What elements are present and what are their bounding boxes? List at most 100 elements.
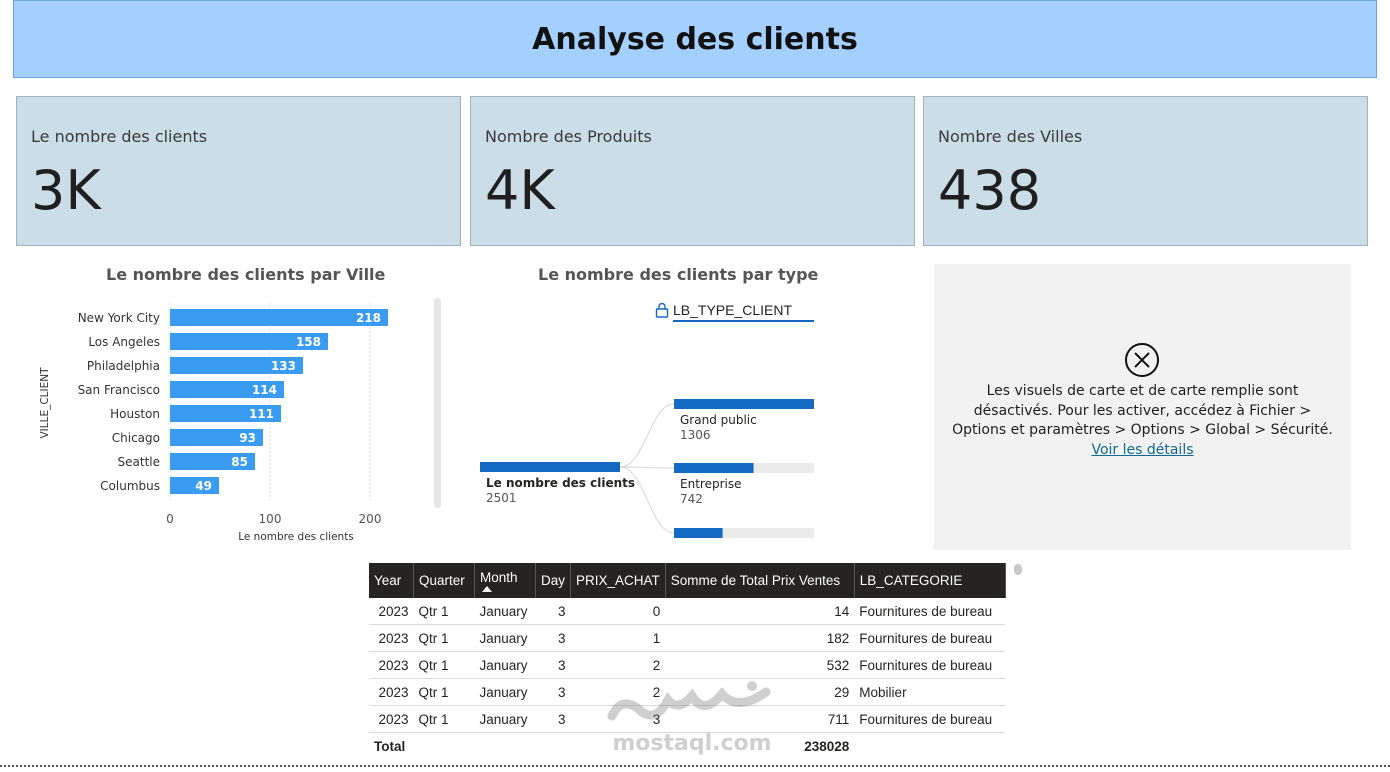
kpi-card-villes[interactable]: Nombre des Villes 438 <box>923 96 1368 246</box>
bar-value-label: 49 <box>195 479 212 493</box>
city-chart-title: Le nombre des clients par Ville <box>106 265 386 284</box>
bar-value-label: 133 <box>271 359 296 373</box>
type-field-header[interactable]: LB_TYPE_CLIENT <box>673 302 814 322</box>
kpi-card-clients[interactable]: Le nombre des clients 3K <box>16 96 461 246</box>
tree-link <box>619 466 675 534</box>
table-row[interactable]: 2023 Qtr 1 January 3 2 532 Fournitures d… <box>369 651 1006 679</box>
map-message: Les visuels de carte et de carte remplie… <box>934 382 1351 460</box>
bar-value-label: 158 <box>296 335 321 349</box>
cell-quarter: Qtr 1 <box>413 624 475 652</box>
cell-quarter: Qtr 1 <box>413 651 475 679</box>
details-link[interactable]: Voir les détails <box>1091 441 1194 458</box>
bar[interactable] <box>170 405 281 422</box>
cell-day: 3 <box>535 651 571 679</box>
x-tick-label: 0 <box>166 512 174 526</box>
cell-total-ventes: 182 <box>665 624 855 652</box>
cell-quarter: Qtr 1 <box>413 678 475 706</box>
category-label: Seattle <box>118 455 160 469</box>
cell-total-ventes: 29 <box>665 678 855 706</box>
cell-categorie: Fournitures de bureau <box>854 705 1006 733</box>
table-total-row: Total 238028 <box>369 732 1006 759</box>
kpi-value: 3K <box>31 159 101 222</box>
cell-year: 2023 <box>369 705 414 733</box>
cell-prix-achat: 2 <box>570 678 666 706</box>
category-label: Houston <box>110 407 160 421</box>
table-row[interactable]: 2023 Qtr 1 January 3 2 29 Mobilier <box>369 678 1006 706</box>
cell-year: 2023 <box>369 651 414 679</box>
column-header-year[interactable]: Year <box>369 563 414 598</box>
category-label: Columbus <box>100 479 160 493</box>
node-label: Entreprise <box>680 477 741 491</box>
kpi-value: 438 <box>938 159 1042 222</box>
cell-categorie: Fournitures de bureau <box>854 651 1006 679</box>
kpi-label: Nombre des Villes <box>938 127 1083 146</box>
cell-month: January <box>474 651 536 679</box>
bar[interactable] <box>170 429 263 446</box>
category-label: Chicago <box>112 431 160 445</box>
column-header-categorie[interactable]: LB_CATEGORIE <box>854 563 1006 598</box>
column-header-month[interactable]: Month <box>474 563 536 598</box>
cell-year: 2023 <box>369 598 414 625</box>
category-label: Philadelphia <box>87 359 160 373</box>
node-value: 1306 <box>680 428 711 442</box>
bar[interactable] <box>170 333 328 350</box>
bar[interactable] <box>674 399 814 409</box>
cell-day: 3 <box>535 598 571 625</box>
table-row[interactable]: 2023 Qtr 1 January 3 3 711 Fournitures d… <box>369 705 1006 733</box>
cell-categorie: Mobilier <box>854 678 1006 706</box>
bar[interactable] <box>170 381 284 398</box>
map-disabled-panel: Les visuels de carte et de carte remplie… <box>934 264 1351 550</box>
map-message-text: Les visuels de carte et de carte remplie… <box>952 383 1333 438</box>
root-bar[interactable] <box>480 462 620 472</box>
column-header-day[interactable]: Day <box>535 563 572 598</box>
report-title-bar: Analyse des clients <box>13 0 1377 78</box>
kpi-value: 4K <box>485 159 555 222</box>
bar[interactable] <box>170 309 388 326</box>
cell-quarter: Qtr 1 <box>413 705 475 733</box>
node-value: 742 <box>680 492 703 506</box>
table-scroll-handle[interactable] <box>1014 564 1022 575</box>
cell-quarter: Qtr 1 <box>413 598 475 625</box>
cell-year: 2023 <box>369 624 414 652</box>
cell-prix-achat: 1 <box>570 624 666 652</box>
cell-month: January <box>474 705 536 733</box>
kpi-label: Le nombre des clients <box>31 127 208 146</box>
cell-categorie: Fournitures de bureau <box>854 624 1006 652</box>
tree-link <box>619 466 675 469</box>
chart-scrollbar[interactable] <box>434 298 441 508</box>
kpi-label: Nombre des Produits <box>485 127 652 146</box>
type-chart-title: Le nombre des clients par type <box>538 265 819 284</box>
bar[interactable] <box>170 453 255 470</box>
column-header-prix-achat[interactable]: PRIX_ACHAT <box>570 563 666 598</box>
table-row[interactable]: 2023 Qtr 1 January 3 1 182 Fournitures d… <box>369 624 1006 652</box>
bar-value-label: 85 <box>231 455 248 469</box>
bar-value-label: 93 <box>239 431 256 445</box>
bar[interactable] <box>170 477 219 494</box>
data-table[interactable]: Year Quarter Month Day PRIX_ACHAT Somme … <box>369 563 1006 759</box>
page-title: Analyse des clients <box>532 21 858 57</box>
bar[interactable] <box>170 357 303 374</box>
cell-month: January <box>474 598 536 625</box>
cell-day: 3 <box>535 678 571 706</box>
kpi-card-produits[interactable]: Nombre des Produits 4K <box>470 96 915 246</box>
bar[interactable] <box>674 463 754 473</box>
lock-icon <box>655 302 669 322</box>
cell-prix-achat: 0 <box>570 598 666 625</box>
total-value: 238028 <box>665 732 855 759</box>
root-value: 2501 <box>486 491 517 505</box>
cell-day: 3 <box>535 624 571 652</box>
cell-total-ventes: 532 <box>665 651 855 679</box>
tree-link <box>619 403 675 468</box>
bar[interactable] <box>674 528 723 538</box>
bar-track <box>674 528 814 538</box>
column-header-total-prix-ventes[interactable]: Somme de Total Prix Ventes <box>665 563 855 598</box>
category-label: Los Angeles <box>88 335 160 349</box>
column-header-quarter[interactable]: Quarter <box>413 563 475 598</box>
cell-month: January <box>474 624 536 652</box>
mostaql-watermark-logo: mostaql.com <box>607 681 772 756</box>
cell-month: January <box>474 678 536 706</box>
table-row[interactable]: 2023 Qtr 1 January 3 0 14 Fournitures de… <box>369 598 1006 625</box>
cell-day: 3 <box>535 705 571 733</box>
